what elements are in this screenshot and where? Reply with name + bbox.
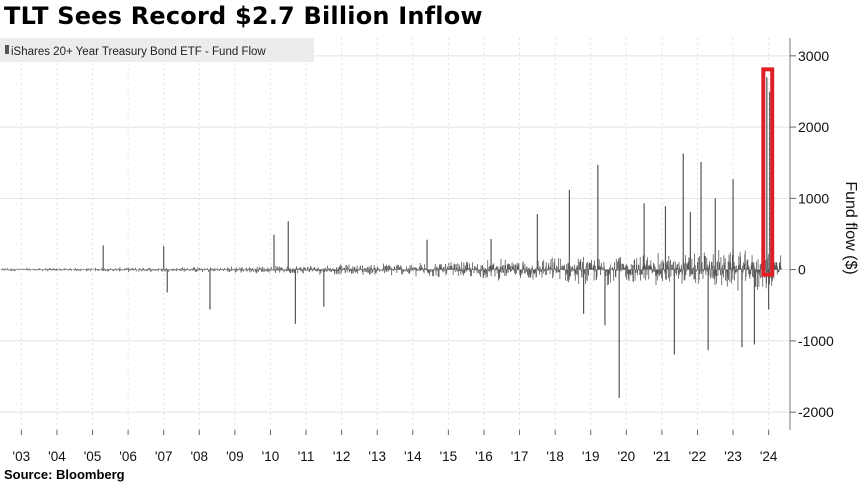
- y-tick-label: 3000: [798, 48, 829, 64]
- x-tick-label: '21: [653, 449, 671, 464]
- x-axis-ticks: '03 '04 '05 '06 '07 '08 '09 '10 '11 '12 '13 '14 '15 '…: [13, 430, 778, 464]
- x-tick-label: '15: [440, 449, 458, 464]
- y-axis-ticks: 3000 2000 1000 0 -1000 -2000: [790, 48, 834, 420]
- x-tick-label: '08: [190, 449, 208, 464]
- x-tick-label: '16: [475, 449, 493, 464]
- x-tick-label: '05: [84, 449, 102, 464]
- x-tick-label: '17: [511, 449, 529, 464]
- x-tick-label: '23: [724, 449, 742, 464]
- legend-background: [0, 38, 314, 62]
- x-tick-label: '07: [155, 449, 173, 464]
- chart-title: TLT Sees Record $2.7 Billion Inflow: [4, 2, 483, 30]
- x-tick-label: '09: [226, 449, 244, 464]
- x-tick-label: '18: [546, 449, 564, 464]
- legend-label: iShares 20+ Year Treasury Bond ETF - Fun…: [11, 46, 266, 58]
- source-credit: Source: Bloomberg: [4, 467, 125, 482]
- y-axis-label: Fund flow ($): [842, 181, 859, 274]
- legend-swatch: [5, 45, 9, 54]
- y-tick-label: 2000: [798, 119, 829, 135]
- x-tick-label: '24: [760, 449, 778, 464]
- record-inflow-highlight-box: [761, 67, 775, 277]
- x-tick-label: '06: [119, 449, 137, 464]
- x-tick-label: '10: [262, 449, 280, 464]
- x-tick-label: '12: [333, 449, 351, 464]
- y-tick-label: 1000: [798, 190, 829, 206]
- chart-plot: iShares 20+ Year Treasury Bond ETF - Fun…: [0, 38, 859, 464]
- x-tick-label: '13: [368, 449, 386, 464]
- x-tick-label: '22: [689, 449, 707, 464]
- x-tick-label: '20: [618, 449, 636, 464]
- x-tick-label: '04: [48, 449, 66, 464]
- y-tick-label: -1000: [798, 333, 834, 349]
- x-tick-label: '14: [404, 449, 422, 464]
- x-tick-label: '03: [13, 449, 31, 464]
- y-tick-label: -2000: [798, 404, 834, 420]
- x-tick-label: '11: [298, 449, 315, 464]
- y-tick-label: 0: [798, 262, 806, 278]
- x-tick-label: '19: [582, 449, 600, 464]
- fund-flow-bars: [1, 77, 782, 398]
- grid-lines: [0, 38, 790, 430]
